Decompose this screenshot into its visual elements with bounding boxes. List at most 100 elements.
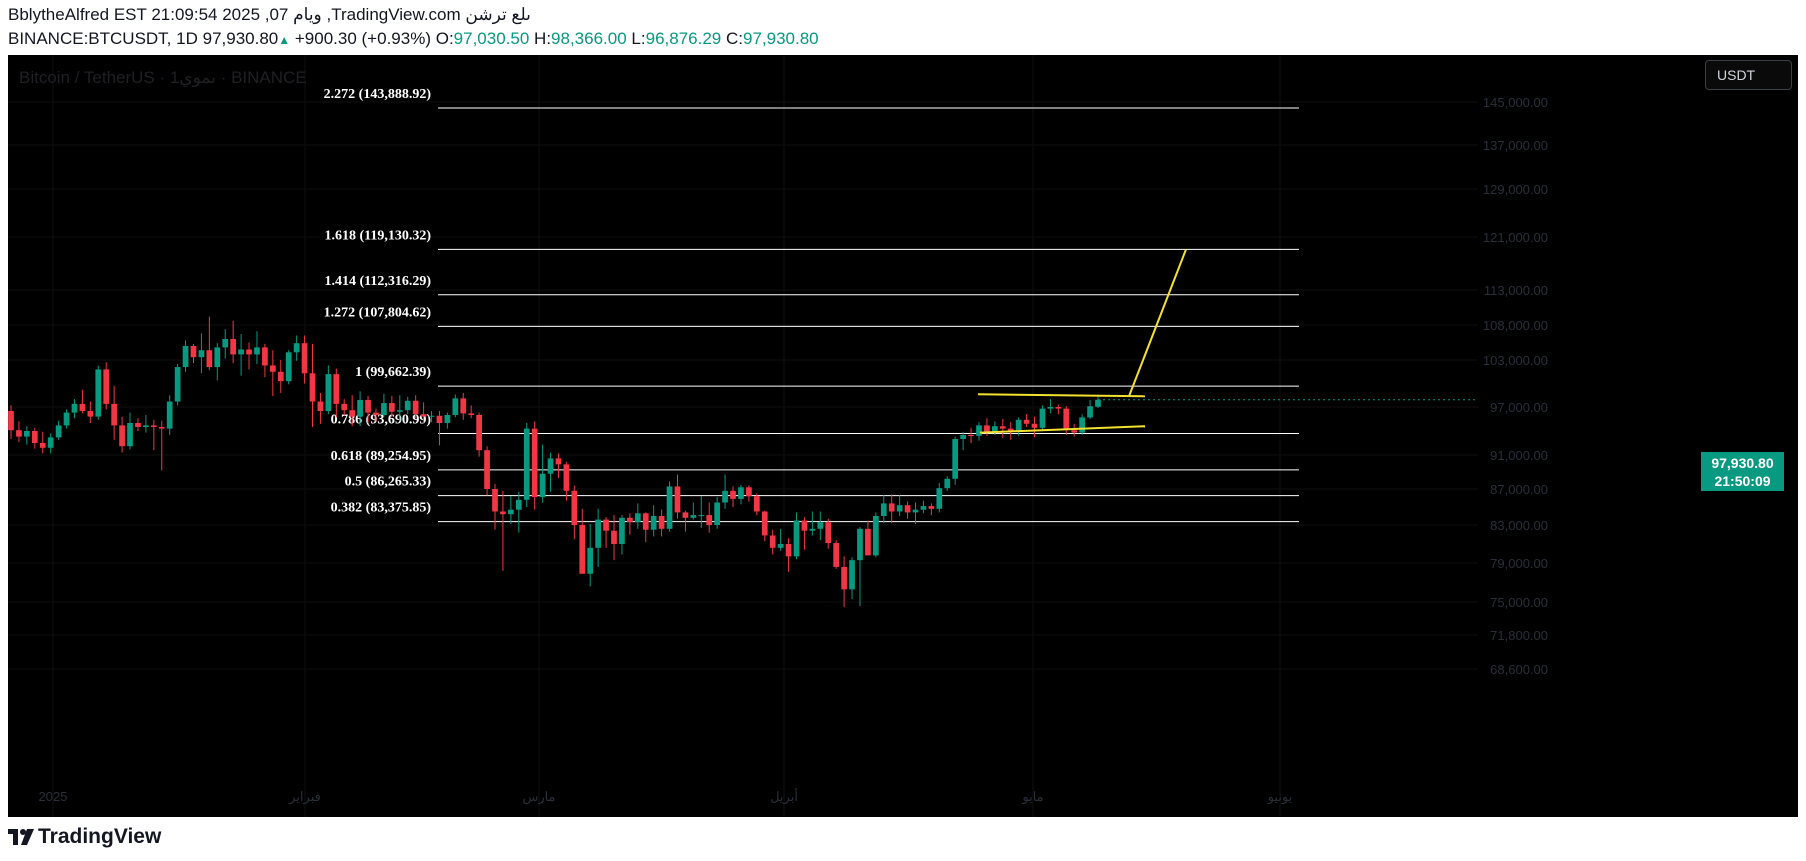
x-tick-label: أبريل (770, 788, 798, 805)
candle-body (595, 519, 601, 548)
y-tick-label: 97,000.00 (1490, 400, 1548, 415)
fib-level-label: 0.382 (83,375.85) (331, 501, 432, 516)
candle-body (277, 371, 284, 382)
candle-body (944, 478, 951, 489)
low-label: L: (631, 29, 646, 48)
candle-body (269, 365, 276, 372)
candle-body (420, 414, 427, 417)
candle-body (500, 511, 506, 515)
tradingview-brand: TradingView (38, 825, 162, 848)
fib-level-label: 0.786 (93,690.99) (331, 412, 432, 427)
candle-body (39, 443, 46, 448)
y-tick-label: 129,000.00 (1483, 182, 1548, 197)
candle-body (563, 464, 570, 491)
chart-area[interactable]: 145,000.00 137,000.00 129,000.00 121,000.00… (8, 55, 1798, 817)
x-tick-label: 2025 (39, 789, 68, 804)
candle-body (508, 509, 514, 515)
y-tick-label: 75,000.00 (1490, 595, 1548, 610)
candle-body (1007, 428, 1014, 431)
candle-body (1031, 423, 1038, 428)
candle-body (801, 520, 808, 531)
candle-body (698, 515, 705, 517)
candle-body (206, 350, 213, 368)
candle-body (753, 496, 760, 512)
open-label: O: (435, 29, 454, 48)
candle-body (476, 415, 482, 451)
candle-body (777, 544, 784, 548)
close-value: 97,930.80 (742, 29, 819, 48)
last-price-tag: 97,930.80 21:50:09 (1701, 452, 1784, 491)
candle-body (1047, 407, 1054, 409)
candle-body (71, 403, 78, 413)
fib-level-label: 1.414 (112,316.29) (324, 274, 431, 289)
candle-body (468, 413, 475, 415)
candle-body (865, 528, 871, 556)
candle-body (95, 369, 102, 417)
candle-body (960, 435, 966, 439)
candle-body (47, 437, 54, 448)
candle-body (896, 505, 903, 512)
candle-body (587, 547, 594, 574)
candle-body (547, 458, 554, 474)
candle-body (682, 512, 689, 518)
candle-body (912, 509, 919, 513)
candle-body (436, 415, 443, 423)
price-change: +900.30 (+0.93%) (294, 29, 431, 48)
candle-body (87, 411, 94, 417)
candle-body (642, 513, 649, 530)
candle-body (214, 347, 221, 368)
candle-body (285, 352, 292, 382)
candle-body (158, 427, 165, 429)
y-tick-label: 87,000.00 (1490, 482, 1548, 497)
candle-body (293, 343, 300, 353)
candle-body (341, 403, 348, 411)
y-tick-label: 103,000.00 (1483, 353, 1548, 368)
y-tick-label: 79,000.00 (1490, 556, 1548, 571)
bar-countdown: 21:50:09 (1714, 473, 1771, 489)
y-tick-label: 91,000.00 (1490, 448, 1548, 463)
last-price-tag-value: 97,930.80 (1711, 455, 1774, 471)
candle-body (738, 487, 744, 499)
x-tick-label: يونيو (1267, 789, 1293, 805)
candle-body (254, 347, 260, 355)
candle-body (190, 346, 197, 358)
candle-body (452, 398, 459, 415)
publish-info: BblytheAlfred EST 21:09:54 2025 ,07 ويام… (8, 5, 531, 24)
candle-body (611, 530, 617, 544)
x-tick-label: مايو (1021, 789, 1043, 805)
candle-body (1023, 419, 1030, 424)
x-tick-label: مارس (522, 789, 555, 805)
candle-body (357, 399, 363, 417)
y-tick-label: 137,000.00 (1483, 138, 1548, 153)
candle-body (31, 431, 38, 443)
candle-body (627, 517, 633, 523)
candle-body (531, 428, 538, 498)
candle-body (444, 415, 451, 423)
candle-body (872, 516, 879, 556)
candle-body (555, 458, 562, 465)
fib-level-label: 1 (99,662.39) (355, 365, 431, 380)
candle-body (492, 489, 498, 512)
y-tick-label: 145,000.00 (1483, 95, 1548, 110)
candle-body (515, 499, 522, 510)
currency-button[interactable]: USDT (1705, 60, 1792, 90)
candle-body (174, 367, 181, 402)
candle-body (246, 349, 252, 355)
triangle-resistance-line (977, 393, 1146, 398)
candle-body (373, 412, 379, 415)
candle-body (841, 566, 847, 590)
candle-body (333, 374, 340, 404)
candle-body (396, 410, 403, 412)
candle-body (63, 412, 70, 426)
candle-body (857, 528, 863, 561)
candle-body (746, 487, 752, 497)
candle-body (634, 513, 641, 523)
chart-svg[interactable]: 145,000.00 137,000.00 129,000.00 121,000.00… (8, 55, 1798, 817)
candle-body (809, 528, 816, 531)
candle-body (222, 339, 229, 348)
tradingview-logo[interactable]: TradingView (8, 825, 161, 849)
candle-body (135, 423, 141, 427)
projection-line (1128, 249, 1187, 397)
candle-body (730, 490, 736, 499)
up-arrow-icon: ▲ (278, 33, 291, 47)
